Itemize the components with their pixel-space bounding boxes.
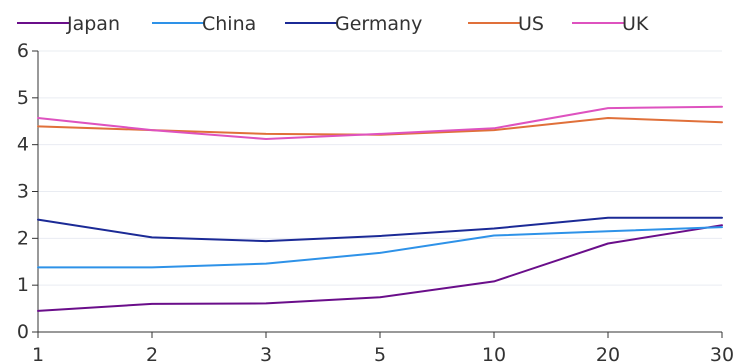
- y-tick-label-0: 0: [17, 321, 29, 343]
- y-tick-label-2: 2: [17, 227, 29, 249]
- legend-item-germany[interactable]: Germany: [285, 13, 422, 35]
- series-line-japan: [37, 224, 723, 312]
- legend: Japan China Germany US UK: [17, 13, 649, 35]
- x-tick-label-30: 30: [710, 344, 734, 363]
- x-tick-label-5: 5: [374, 344, 386, 363]
- legend-item-japan[interactable]: Japan: [17, 13, 120, 35]
- y-tick-label-1: 1: [17, 274, 29, 296]
- legend-item-us[interactable]: US: [468, 13, 544, 35]
- series-lines: [37, 105, 723, 312]
- y-tick-label-3: 3: [17, 181, 29, 203]
- legend-label-china: China: [202, 13, 256, 35]
- y-tick-label-6: 6: [17, 40, 29, 62]
- x-tick-label-20: 20: [596, 344, 620, 363]
- legend-label-germany: Germany: [335, 13, 422, 35]
- y-tick-label-4: 4: [17, 134, 29, 156]
- legend-label-japan: Japan: [66, 13, 120, 35]
- x-tick-label-10: 10: [482, 344, 506, 363]
- series-line-china: [37, 226, 723, 269]
- legend-item-china[interactable]: China: [152, 13, 256, 35]
- series-line-germany: [37, 216, 723, 243]
- legend-item-uk[interactable]: UK: [572, 13, 649, 35]
- y-tick-label-5: 5: [17, 87, 29, 109]
- x-tick-label-3: 3: [260, 344, 272, 363]
- legend-label-uk: UK: [622, 13, 649, 35]
- x-tick-label-2: 2: [146, 344, 158, 363]
- series-line-us: [37, 117, 723, 136]
- x-tick-label-1: 1: [32, 344, 44, 363]
- legend-label-us: US: [518, 13, 544, 35]
- gridlines: [38, 50, 722, 286]
- series-line-uk: [37, 105, 723, 140]
